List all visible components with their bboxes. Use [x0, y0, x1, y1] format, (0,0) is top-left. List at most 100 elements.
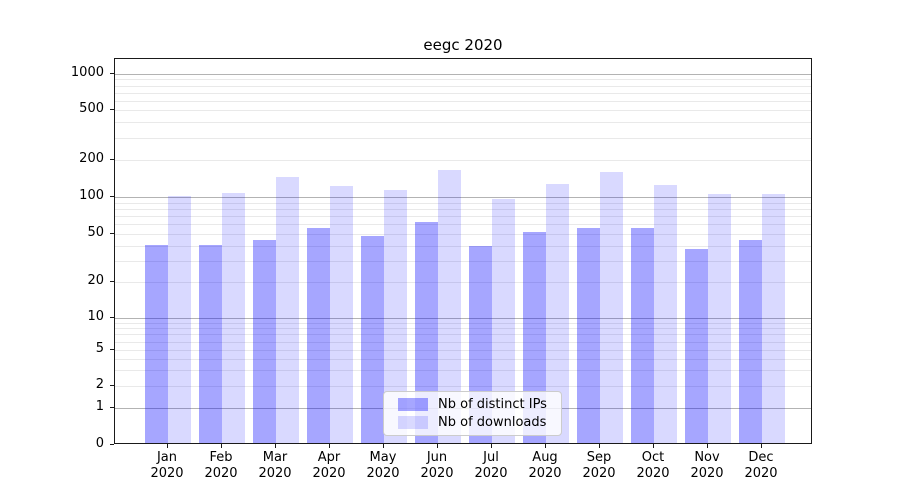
y-tick-mark-500 [110, 109, 114, 110]
y-tick-mark-2 [110, 385, 114, 386]
x-tick-label-jan: Jan 2020 [150, 450, 184, 481]
bar-ips-oct [631, 227, 654, 443]
x-tick-label-apr: Apr 2020 [312, 450, 346, 481]
y-tick-label-0: 0 [95, 436, 104, 451]
bar-downloads-jun [438, 169, 461, 443]
y-tick-label-50: 50 [87, 225, 104, 240]
x-tick-label-jul: Jul 2020 [474, 450, 508, 481]
y-tick-label-1000: 1000 [70, 65, 104, 80]
minor-gridline-8 [115, 328, 811, 329]
y-tick-label-20: 20 [87, 273, 104, 288]
bar-ips-nov [685, 248, 708, 443]
y-tick-label-2: 2 [95, 377, 104, 392]
y-tick-mark-1000 [110, 73, 114, 74]
minor-gridline-500 [115, 110, 811, 111]
minor-gridline-300 [115, 138, 811, 139]
bar-ips-mar [253, 239, 276, 443]
x-tick-label-mar: Mar 2020 [258, 450, 292, 481]
x-tick-mark-jan [167, 444, 168, 448]
minor-gridline-60 [115, 224, 811, 225]
legend-row-distinct-ips: Nb of distinct IPs [398, 397, 547, 412]
minor-gridline-40 [115, 246, 811, 247]
x-tick-mark-jun [437, 444, 438, 448]
minor-gridline-90 [115, 203, 811, 204]
bar-ips-feb [199, 244, 222, 443]
bar-ips-sep [577, 227, 600, 443]
legend: Nb of distinct IPs Nb of downloads [383, 391, 562, 436]
bar-downloads-may [384, 189, 407, 443]
x-tick-mark-jul [491, 444, 492, 448]
bar-ips-jan [145, 244, 168, 443]
y-tick-mark-10 [110, 317, 114, 318]
bar-ips-aug [523, 231, 546, 443]
legend-label-distinct-ips: Nb of distinct IPs [438, 397, 547, 412]
minor-gridline-5 [115, 350, 811, 351]
x-tick-mark-aug [545, 444, 546, 448]
bar-downloads-feb [222, 193, 245, 443]
minor-gridline-400 [115, 122, 811, 123]
legend-label-downloads: Nb of downloads [438, 415, 547, 430]
minor-gridline-80 [115, 209, 811, 210]
y-tick-label-500: 500 [79, 101, 104, 116]
minor-gridline-800 [115, 86, 811, 87]
minor-gridline-7 [115, 334, 811, 335]
bar-ips-apr [307, 227, 330, 443]
y-tick-label-200: 200 [79, 151, 104, 166]
x-tick-label-oct: Oct 2020 [636, 450, 670, 481]
bar-downloads-dec [762, 193, 785, 443]
x-tick-mark-nov [707, 444, 708, 448]
minor-gridline-6 [115, 342, 811, 343]
x-tick-mark-apr [329, 444, 330, 448]
major-gridline-1000 [115, 74, 811, 75]
y-tick-mark-0 [110, 444, 114, 445]
x-tick-mark-may [383, 444, 384, 448]
x-tick-mark-dec [761, 444, 762, 448]
minor-gridline-50 [115, 234, 811, 235]
bar-downloads-apr [330, 186, 353, 443]
bar-downloads-jan [168, 196, 191, 443]
y-tick-label-10: 10 [87, 309, 104, 324]
major-gridline-100 [115, 197, 811, 198]
minor-gridline-4 [115, 359, 811, 360]
bar-downloads-aug [546, 184, 569, 443]
legend-swatch-downloads [398, 416, 428, 429]
y-tick-label-5: 5 [95, 341, 104, 356]
y-tick-label-100: 100 [79, 188, 104, 203]
bar-downloads-nov [708, 194, 731, 443]
minor-gridline-9 [115, 323, 811, 324]
x-tick-label-jun: Jun 2020 [420, 450, 454, 481]
minor-gridline-700 [115, 93, 811, 94]
minor-gridline-200 [115, 160, 811, 161]
minor-gridline-20 [115, 282, 811, 283]
bar-ips-dec [739, 239, 762, 443]
x-tick-mark-oct [653, 444, 654, 448]
bar-downloads-sep [600, 171, 623, 443]
x-tick-label-aug: Aug 2020 [528, 450, 562, 481]
bar-downloads-jul [492, 199, 515, 443]
minor-gridline-70 [115, 216, 811, 217]
bar-downloads-mar [276, 176, 299, 443]
legend-swatch-distinct-ips [398, 398, 428, 411]
y-tick-mark-1 [110, 407, 114, 408]
bar-downloads-oct [654, 184, 677, 443]
x-tick-label-nov: Nov 2020 [690, 450, 724, 481]
y-tick-mark-50 [110, 233, 114, 234]
x-tick-mark-mar [275, 444, 276, 448]
y-tick-label-1: 1 [95, 399, 104, 414]
chart-title: eegc 2020 [423, 36, 503, 54]
major-gridline-10 [115, 318, 811, 319]
y-tick-mark-20 [110, 281, 114, 282]
minor-gridline-600 [115, 101, 811, 102]
bar-ips-jun [415, 221, 438, 443]
x-tick-label-sep: Sep 2020 [582, 450, 616, 481]
minor-gridline-2 [115, 386, 811, 387]
minor-gridline-3 [115, 370, 811, 371]
x-tick-mark-sep [599, 444, 600, 448]
x-tick-mark-feb [221, 444, 222, 448]
x-tick-label-dec: Dec 2020 [744, 450, 778, 481]
y-tick-mark-200 [110, 159, 114, 160]
minor-gridline-30 [115, 261, 811, 262]
y-tick-mark-5 [110, 349, 114, 350]
bar-ips-may [361, 236, 384, 443]
